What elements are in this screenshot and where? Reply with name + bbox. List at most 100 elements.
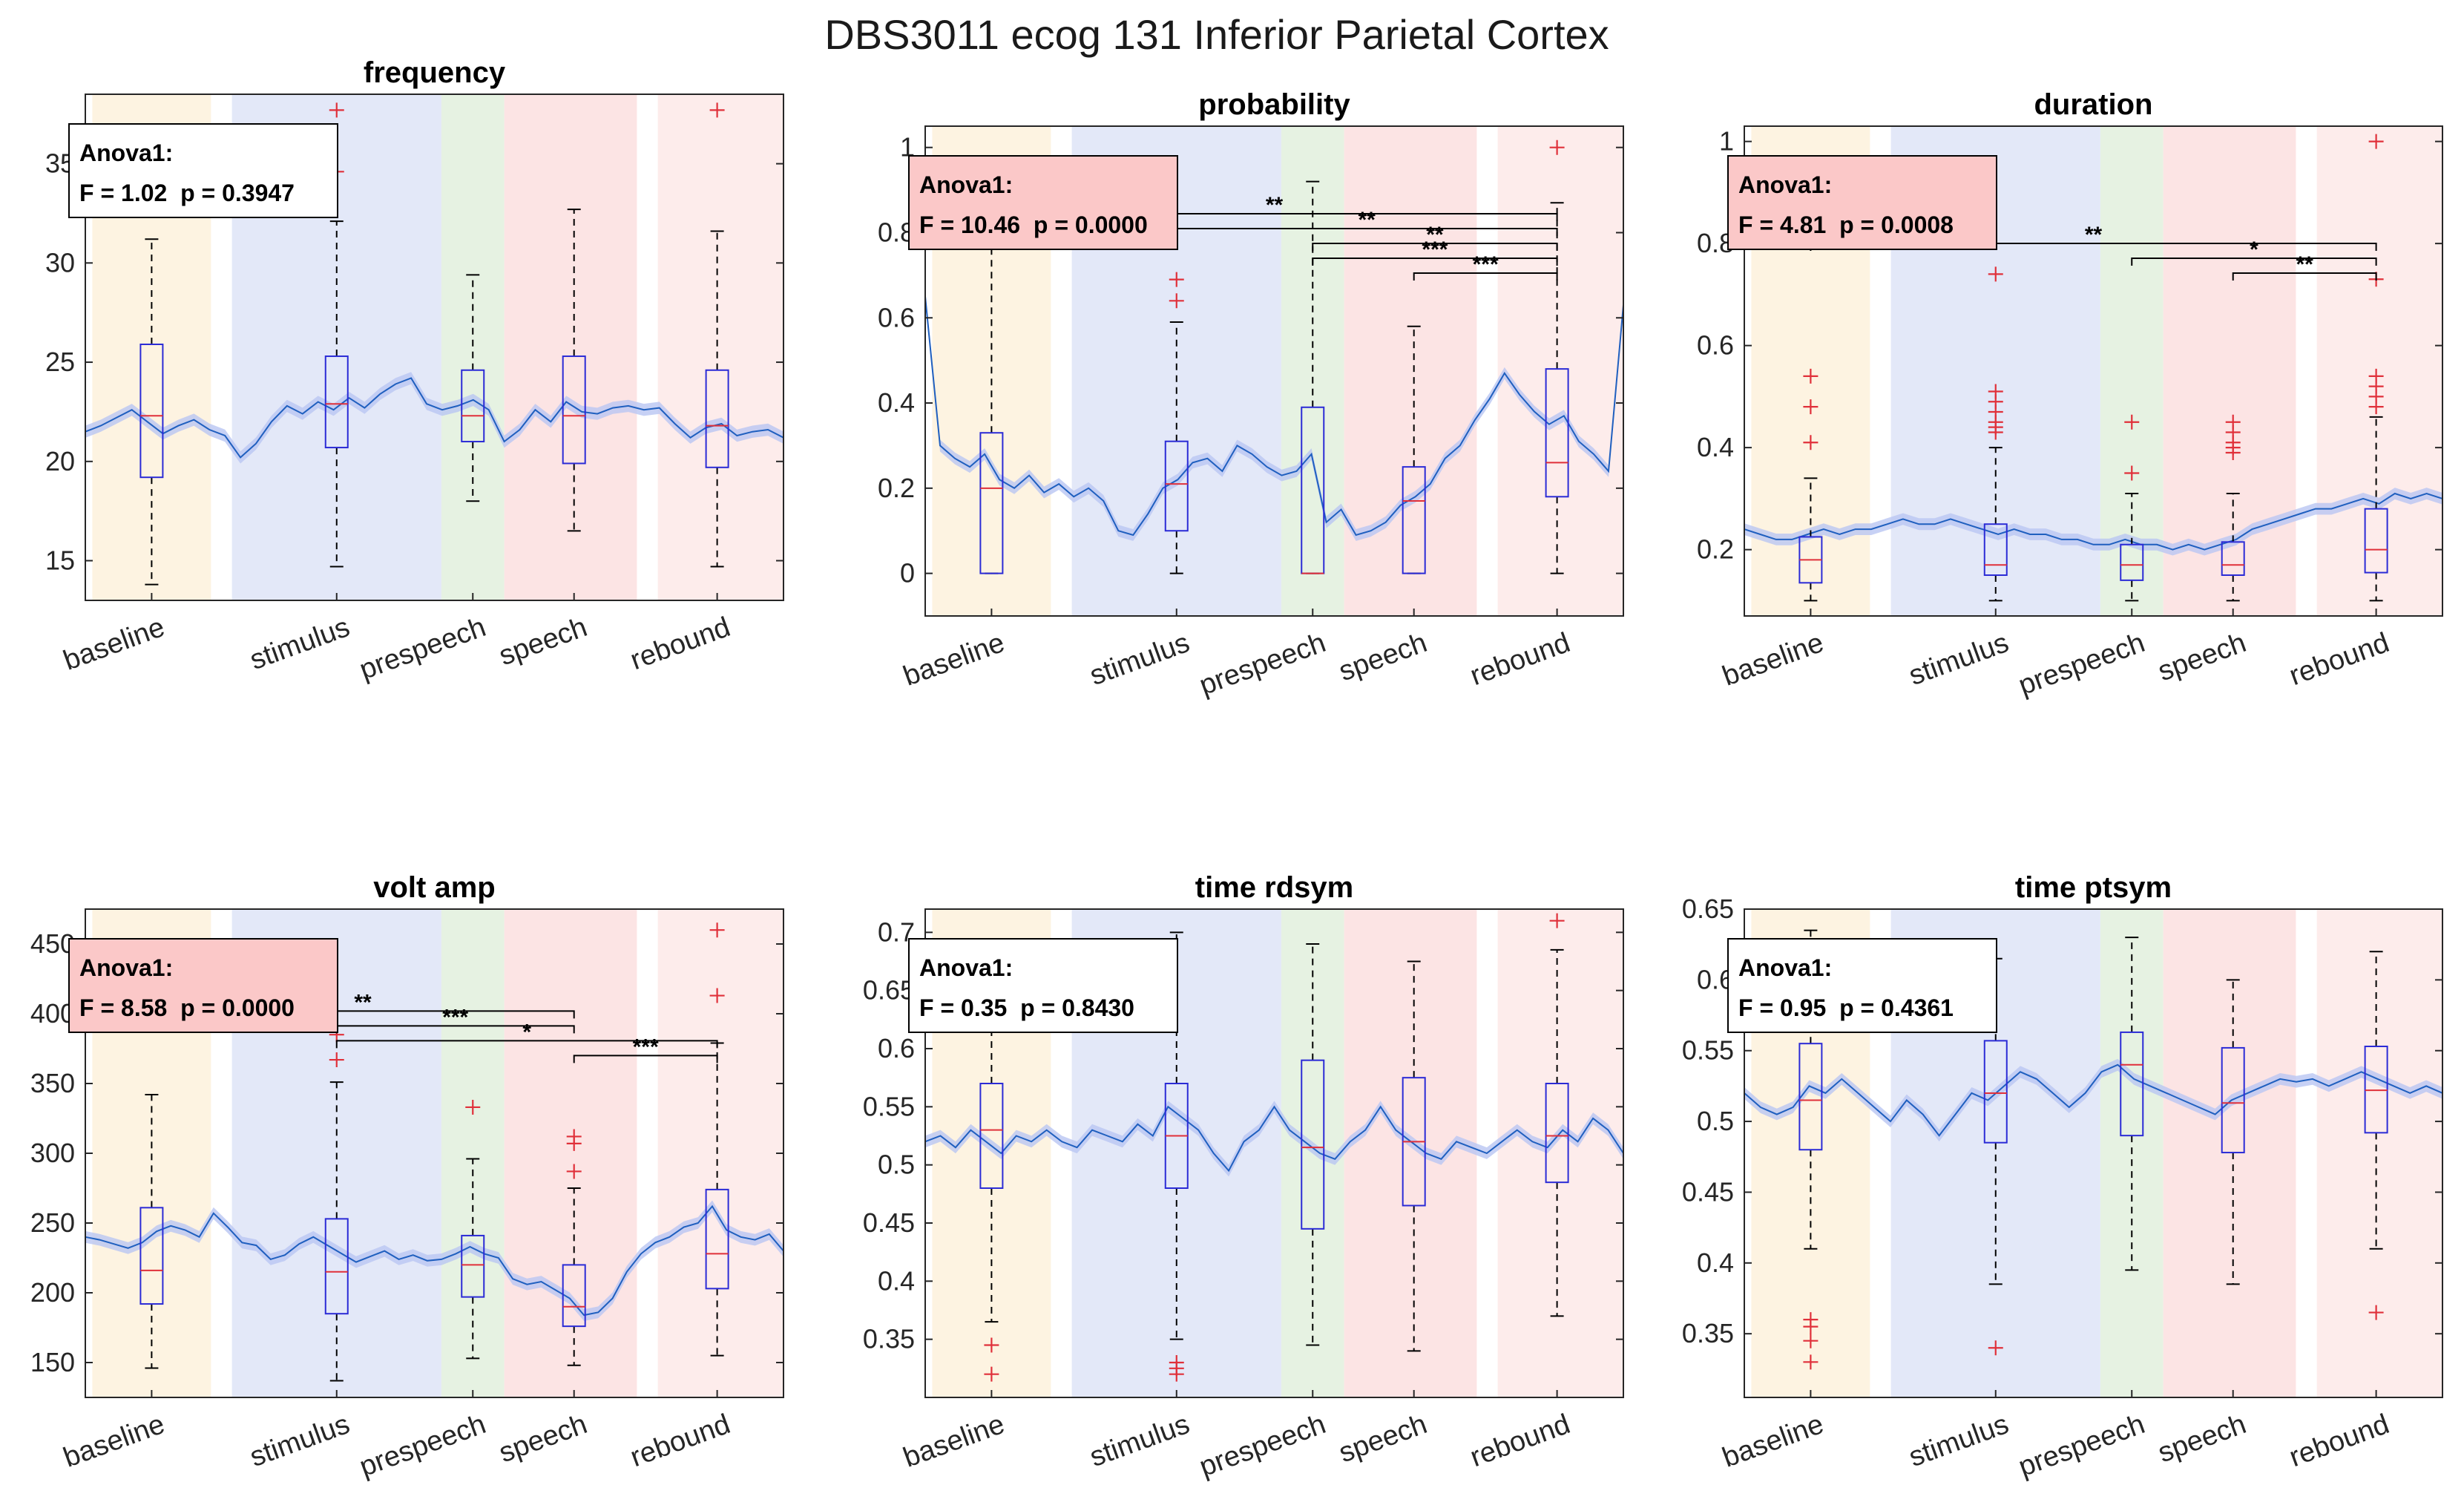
outlier-marker	[329, 102, 344, 118]
outlier-marker	[984, 1366, 999, 1382]
axes-frame	[1744, 908, 2443, 1398]
axes-frame	[924, 908, 1624, 1398]
outlier-marker	[1169, 293, 1184, 309]
significance-stars: *	[522, 1020, 531, 1044]
outlier-marker	[1988, 384, 2003, 399]
x-tick-label: prespeech	[2014, 627, 2149, 701]
box-iqr	[139, 1207, 164, 1305]
outlier-marker	[709, 988, 725, 1003]
anova-label: Anova1:	[1738, 954, 1832, 981]
axes-frame	[1744, 125, 2443, 617]
significance-stars: **	[2296, 252, 2313, 277]
significance-bracket	[335, 1040, 718, 1049]
anova-box	[68, 938, 338, 1033]
condition-band	[1344, 909, 1477, 1397]
y-tick-label: 0.4	[878, 387, 915, 418]
y-tick-label: 150	[30, 1347, 75, 1377]
y-tick-label: 1	[1719, 126, 1734, 157]
significance-stars: ***	[442, 1005, 468, 1029]
y-tick-label: 0.5	[1697, 1106, 1734, 1136]
x-tick-label: baseline	[1718, 1409, 1827, 1474]
anova-stat: F = 0.35 p = 0.8430	[919, 994, 1134, 1021]
trace-confidence-band	[85, 372, 783, 464]
anova-box	[1727, 938, 1997, 1033]
axes-frame	[924, 125, 1624, 617]
outlier-marker	[1803, 1312, 1819, 1328]
significance-bracket	[1413, 272, 1558, 281]
box-iqr	[2221, 541, 2245, 576]
x-tick-label: speech	[1335, 627, 1431, 687]
y-tick-label: 250	[30, 1207, 75, 1238]
y-tick-label: 0.45	[1682, 1176, 1734, 1207]
box-iqr	[461, 369, 485, 443]
mean-trace	[1744, 492, 2443, 551]
y-tick-label: 25	[45, 347, 75, 377]
box-iqr	[979, 432, 1004, 574]
significance-stars: ***	[633, 1035, 659, 1059]
mean-trace	[924, 1105, 1624, 1173]
y-tick-label: 30	[45, 247, 75, 278]
anova-stat: F = 1.02 p = 0.3947	[79, 180, 295, 206]
outlier-marker	[2124, 414, 2140, 430]
condition-band	[2316, 909, 2442, 1397]
box-iqr	[1545, 368, 1569, 498]
trace-confidence-band	[925, 1101, 1623, 1177]
x-tick-label: rebound	[1466, 627, 1574, 692]
significance-stars: **	[354, 990, 372, 1014]
x-tick-label: rebound	[626, 1409, 734, 1473]
x-tick-label: prespeech	[1195, 1409, 1330, 1483]
x-tick-label: prespeech	[1195, 627, 1330, 701]
outlier-marker	[1549, 913, 1565, 928]
outlier-marker	[2368, 1305, 2384, 1320]
y-tick-label: 350	[30, 1068, 75, 1098]
y-tick-label: 300	[30, 1138, 75, 1168]
x-tick-label: speech	[1335, 1409, 1431, 1469]
anova-stat: F = 10.46 p = 0.0000	[919, 212, 1148, 238]
x-tick-label: prespeech	[2014, 1409, 2149, 1483]
x-tick-label: prespeech	[355, 1409, 490, 1483]
x-tick-label: stimulus	[1086, 1409, 1194, 1473]
outlier-marker	[1803, 368, 1819, 384]
x-tick-label: speech	[495, 612, 591, 672]
y-tick-label: 0.5	[878, 1150, 915, 1180]
condition-band	[2100, 126, 2164, 616]
x-tick-label: stimulus	[246, 612, 354, 676]
y-tick-label: 0.45	[863, 1207, 915, 1238]
outlier-marker	[709, 102, 725, 118]
box-iqr	[139, 343, 164, 479]
outlier-marker	[2225, 414, 2241, 430]
y-tick-label: 0.6	[1697, 330, 1734, 361]
significance-stars: ***	[1473, 252, 1499, 277]
y-tick-label: 0.65	[863, 975, 915, 1006]
x-tick-label: baseline	[59, 612, 168, 677]
box-iqr	[1983, 1040, 2008, 1144]
outlier-marker	[566, 1129, 582, 1144]
condition-band	[2316, 126, 2442, 616]
anova-box	[1727, 155, 1997, 250]
x-tick-label: prespeech	[355, 612, 490, 686]
y-tick-label: 0.6	[878, 302, 915, 332]
y-tick-label: 0.2	[1697, 534, 1734, 565]
condition-band	[504, 909, 637, 1397]
y-tick-label: 200	[30, 1277, 75, 1308]
x-tick-label: baseline	[59, 1409, 168, 1474]
y-tick-label: 0.35	[863, 1324, 915, 1354]
significance-stars: **	[1266, 193, 1284, 217]
outlier-marker	[1803, 435, 1819, 450]
x-tick-label: rebound	[2285, 627, 2393, 692]
mean-trace	[1744, 1063, 2443, 1137]
x-tick-label: rebound	[626, 612, 734, 676]
anova-stat: F = 8.58 p = 0.0000	[79, 994, 295, 1021]
x-tick-label: speech	[2154, 627, 2250, 687]
condition-band	[657, 909, 783, 1397]
box-iqr	[979, 1083, 1004, 1189]
y-tick-label: 0.6	[878, 1033, 915, 1063]
outlier-marker	[709, 922, 725, 938]
outlier-marker	[1803, 1333, 1819, 1348]
y-tick-label: 0.65	[1682, 894, 1734, 924]
anova-label: Anova1:	[79, 140, 173, 166]
box-iqr	[705, 1188, 729, 1290]
condition-band	[1497, 909, 1623, 1397]
